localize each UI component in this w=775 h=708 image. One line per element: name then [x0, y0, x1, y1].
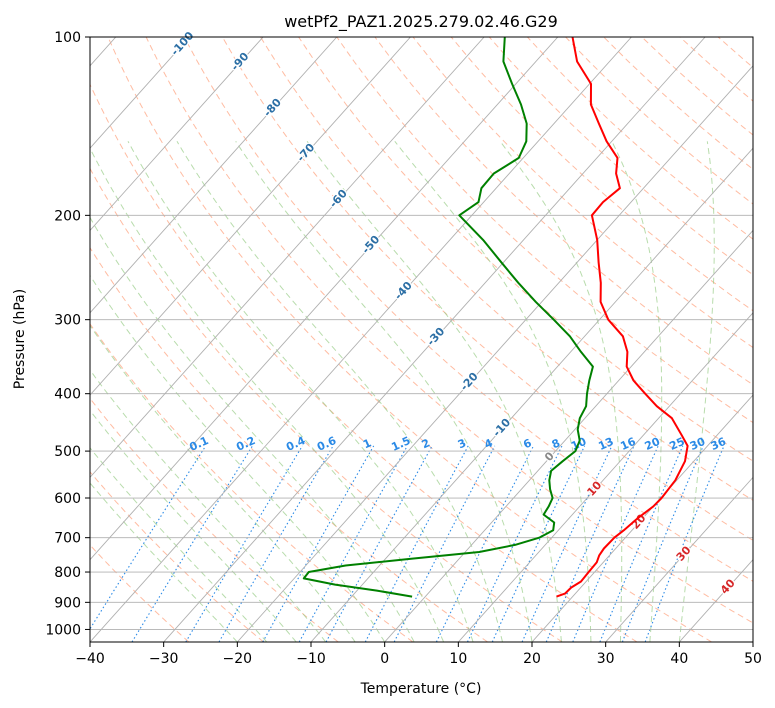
y-axis-title: Pressure (hPa) — [12, 289, 28, 389]
dry-adiabat-line — [90, 246, 488, 642]
sounding-series — [302, 37, 689, 598]
dry-adiabat-line — [336, 37, 753, 424]
isotherm-line — [90, 37, 559, 561]
mixing-ratio-line — [466, 445, 563, 642]
dry-adiabat-line — [145, 37, 753, 624]
x-tick-label: −20 — [223, 651, 253, 667]
dry-adiabat-line — [756, 37, 775, 642]
x-axis-title: Temperature (°C) — [360, 681, 482, 697]
dry-adiabat-line — [90, 167, 563, 642]
dry-adiabat-line — [90, 544, 190, 642]
x-tick-label: 40 — [670, 651, 688, 667]
isotherm-line — [236, 65, 753, 642]
y-tick-label: 700 — [54, 531, 81, 547]
y-tick-label: 800 — [54, 565, 81, 581]
y-tick-label: 200 — [54, 208, 81, 224]
isotherm-line — [457, 312, 753, 642]
dry-adiabat-line — [90, 83, 638, 642]
x-axis: −40 −30 −20 −10 0 10 20 30 40 50 — [75, 642, 762, 667]
mixing-ratio-line — [131, 445, 253, 642]
plot-frame — [89, 36, 754, 643]
isotherms — [90, 37, 753, 642]
mixing-ratio-line — [218, 445, 334, 642]
isotherm-line — [310, 147, 753, 642]
mixing-ratio-label: 16 — [619, 435, 639, 453]
x-tick-label: −40 — [75, 651, 105, 667]
x-tick-label: 50 — [744, 651, 762, 667]
isotherm-line — [90, 37, 338, 314]
y-tick-label: 600 — [54, 491, 81, 507]
x-tick-label: 20 — [523, 651, 541, 667]
mixing-ratio-label: 30 — [688, 435, 708, 453]
dry-adiabat-line — [107, 37, 712, 642]
mixing-ratio-line — [393, 445, 496, 642]
dry-adiabat-line — [90, 471, 264, 642]
mixing-ratio-label: 25 — [667, 435, 686, 453]
mixing-ratio-line — [572, 445, 659, 642]
isotherm-line — [163, 37, 706, 642]
pressure-gridlines — [90, 37, 753, 630]
y-tick-label: 900 — [54, 595, 81, 611]
isotherm-line — [90, 37, 190, 149]
mixing-ratio-line — [545, 445, 635, 642]
isotherm-line — [90, 37, 485, 479]
y-tick-label: 400 — [54, 387, 81, 403]
chart-title: wetPf2_PAZ1.2025.279.02.46.G29 — [284, 12, 558, 32]
y-axis: 100 200 300 400 500 600 700 800 900 1000 — [45, 30, 90, 638]
mixing-ratio-label: 20 — [643, 435, 663, 453]
x-tick-label: 0 — [380, 651, 389, 667]
mixing-ratio-line — [90, 445, 207, 630]
y-tick-label: 500 — [54, 444, 81, 460]
x-tick-label: −10 — [296, 651, 326, 667]
dry-adiabat-line — [450, 37, 753, 312]
dry-adiabat-line — [374, 37, 753, 386]
dry-adiabat-line — [90, 397, 339, 642]
x-tick-label: 30 — [597, 651, 615, 667]
y-tick-label: 1000 — [45, 622, 81, 638]
isotherm-line — [752, 641, 753, 642]
isotherm-line — [605, 476, 753, 642]
x-tick-label: 10 — [449, 651, 467, 667]
isotherm-line — [531, 394, 753, 642]
dry-adiabat-line — [412, 37, 753, 349]
mixing-ratio-label: 36 — [709, 435, 729, 453]
dewpoint-line — [302, 37, 594, 598]
isotherm-line — [90, 37, 632, 642]
mixing-ratio-line — [185, 445, 303, 642]
y-tick-label: 300 — [54, 313, 81, 329]
isotherm-line — [90, 37, 264, 232]
mixing-ratio-line — [298, 445, 408, 642]
temperature-line — [556, 37, 689, 598]
isotherm-line — [384, 229, 753, 642]
mixing-ratio-lines — [90, 445, 725, 642]
x-tick-label: −30 — [149, 651, 179, 667]
mixing-ratio-line — [435, 445, 534, 642]
isotherm-line — [90, 37, 411, 396]
mixing-ratio-label: 13 — [596, 435, 615, 453]
y-tick-label: 100 — [54, 30, 81, 46]
